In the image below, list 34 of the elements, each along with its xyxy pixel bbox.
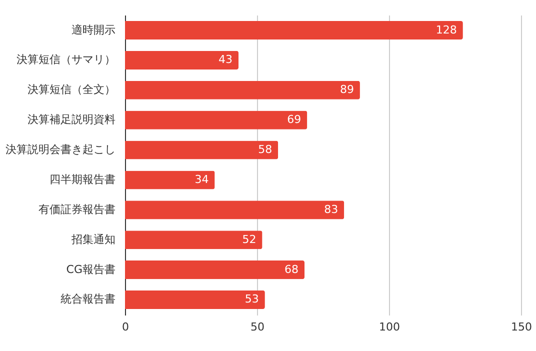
bar <box>125 140 278 160</box>
data-label: 43 <box>218 53 233 66</box>
x-tick-label: 100 <box>379 320 400 334</box>
data-label: 89 <box>340 83 354 96</box>
bar <box>125 290 265 310</box>
y-tick-label: 決算説明会書き起こし <box>6 143 116 156</box>
data-label: 68 <box>284 262 299 276</box>
data-label: 83 <box>324 202 338 216</box>
bar <box>125 50 239 70</box>
y-tick-label: 統合報告書 <box>60 292 116 306</box>
data-label: 69 <box>287 113 302 126</box>
x-tick-label: 150 <box>511 320 532 334</box>
data-label: 34 <box>194 172 209 186</box>
data-label: 52 <box>242 232 256 246</box>
bar <box>125 80 360 100</box>
data-label: 53 <box>244 292 259 306</box>
y-tick-label: CG報告書 <box>66 262 116 276</box>
y-tick-label: 四半期報告書 <box>50 172 116 186</box>
bar <box>125 260 305 280</box>
bar <box>125 20 463 40</box>
x-tick-label: 50 <box>250 320 264 334</box>
bar <box>125 170 215 190</box>
data-label: 128 <box>436 23 457 36</box>
bar <box>125 110 308 130</box>
data-label: 58 <box>258 143 272 156</box>
x-tick-label: 0 <box>122 320 129 334</box>
y-tick-label: 決算短信（サマリ） <box>16 53 116 66</box>
y-tick-label: 有価証券報告書 <box>38 202 116 216</box>
y-tick-label: 決算補足説明資料 <box>28 113 116 126</box>
bar <box>125 230 262 250</box>
bar <box>125 200 344 220</box>
y-tick-label: 決算短信（全文） <box>28 83 116 96</box>
y-tick-label: 招集通知 <box>70 232 116 246</box>
y-tick-label: 適時開示 <box>72 23 116 36</box>
